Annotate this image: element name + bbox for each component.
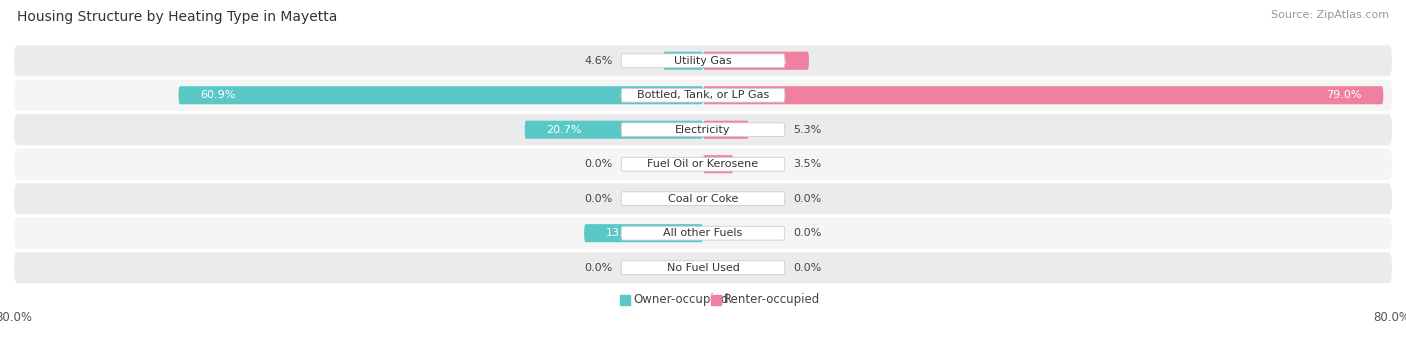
FancyBboxPatch shape [14,45,1392,76]
FancyBboxPatch shape [621,88,785,102]
Text: Bottled, Tank, or LP Gas: Bottled, Tank, or LP Gas [637,90,769,100]
Point [704,297,727,302]
Text: Coal or Coke: Coal or Coke [668,194,738,204]
Text: Electricity: Electricity [675,125,731,135]
Text: 13.8%: 13.8% [606,228,641,238]
Text: 3.5%: 3.5% [793,159,821,169]
Point [614,297,637,302]
FancyBboxPatch shape [14,183,1392,214]
Text: 0.0%: 0.0% [793,263,821,273]
FancyBboxPatch shape [703,155,733,173]
Text: 0.0%: 0.0% [793,228,821,238]
Text: 12.3%: 12.3% [752,56,787,66]
FancyBboxPatch shape [621,157,785,171]
Text: Source: ZipAtlas.com: Source: ZipAtlas.com [1271,10,1389,20]
Text: 20.7%: 20.7% [547,125,582,135]
Text: 0.0%: 0.0% [585,263,613,273]
FancyBboxPatch shape [703,121,748,139]
FancyBboxPatch shape [14,80,1392,111]
FancyBboxPatch shape [14,252,1392,283]
Text: 4.6%: 4.6% [585,56,613,66]
Text: No Fuel Used: No Fuel Used [666,263,740,273]
Text: Renter-occupied: Renter-occupied [724,293,820,306]
FancyBboxPatch shape [14,114,1392,145]
Text: 60.9%: 60.9% [200,90,235,100]
Text: 79.0%: 79.0% [1326,90,1362,100]
Text: 0.0%: 0.0% [793,194,821,204]
FancyBboxPatch shape [524,121,703,139]
FancyBboxPatch shape [14,218,1392,249]
FancyBboxPatch shape [583,224,703,242]
Text: Owner-occupied: Owner-occupied [633,293,728,306]
Text: All other Fuels: All other Fuels [664,228,742,238]
FancyBboxPatch shape [664,52,703,70]
FancyBboxPatch shape [621,123,785,137]
Text: Housing Structure by Heating Type in Mayetta: Housing Structure by Heating Type in May… [17,10,337,24]
FancyBboxPatch shape [703,52,808,70]
FancyBboxPatch shape [14,149,1392,180]
Text: 0.0%: 0.0% [585,159,613,169]
Text: 5.3%: 5.3% [793,125,821,135]
Text: Utility Gas: Utility Gas [675,56,731,66]
FancyBboxPatch shape [703,86,1384,104]
Text: 0.0%: 0.0% [585,194,613,204]
FancyBboxPatch shape [621,261,785,275]
FancyBboxPatch shape [621,54,785,68]
Text: Fuel Oil or Kerosene: Fuel Oil or Kerosene [647,159,759,169]
FancyBboxPatch shape [621,192,785,206]
FancyBboxPatch shape [179,86,703,104]
FancyBboxPatch shape [621,226,785,240]
